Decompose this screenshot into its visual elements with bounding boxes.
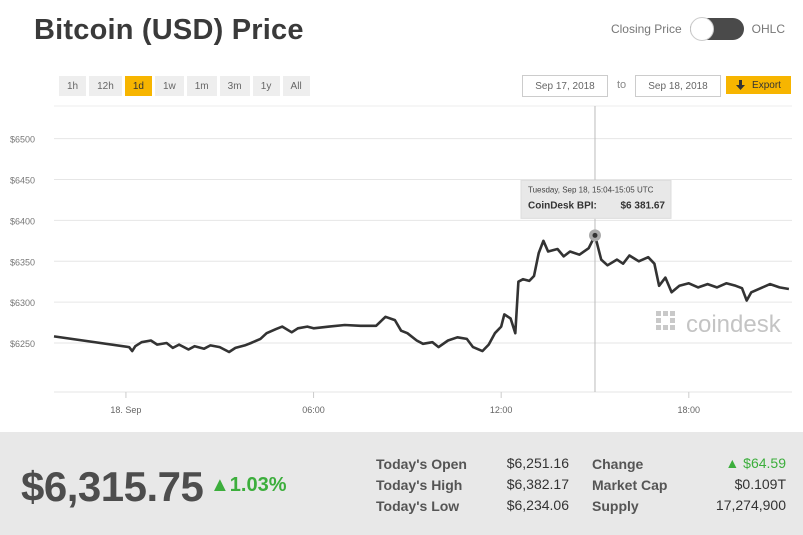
todays-open-value: $6,251.16 xyxy=(506,455,569,471)
closing-price-label: Closing Price xyxy=(610,22,682,36)
y-tick-label: $6450 xyxy=(10,176,35,186)
tooltip: Tuesday, Sep 18, 15:04-15:05 UTC CoinDes… xyxy=(520,179,672,219)
market-cap-label: Market Cap xyxy=(592,477,668,493)
tooltip-time: Tuesday, Sep 18, 15:04-15:05 UTC xyxy=(528,185,654,194)
date-to-label: to xyxy=(617,79,627,91)
range-button-1y[interactable]: 1y xyxy=(252,76,280,96)
change-up-arrow-icon: ▲ xyxy=(725,455,744,471)
hover-point-center xyxy=(592,232,598,238)
coindesk-logo-icon xyxy=(656,311,675,330)
watermark-text: coindesk xyxy=(686,311,782,338)
y-tick-label: $6400 xyxy=(10,216,35,226)
todays-low-label: Today's Low xyxy=(376,498,460,514)
supply-label: Supply xyxy=(592,498,639,514)
range-button-1h[interactable]: 1h xyxy=(59,76,87,96)
ohlc-label: OHLC xyxy=(751,22,785,36)
y-tick-label: $6250 xyxy=(10,339,35,349)
change-percent: ▲1.03% xyxy=(210,474,287,497)
x-tick-label: 18:00 xyxy=(678,405,701,415)
export-label: Export xyxy=(752,79,781,91)
todays-high-value: $6,382.17 xyxy=(506,476,569,492)
supply-value: 17,274,900 xyxy=(715,497,786,513)
toggle-switch[interactable] xyxy=(689,17,744,41)
range-button-1w[interactable]: 1w xyxy=(154,76,184,96)
tooltip-label: CoinDesk BPI: xyxy=(528,200,597,211)
todays-low-value: $6,234.06 xyxy=(506,497,569,513)
download-arrow-icon xyxy=(736,80,746,90)
change-percent-value: 1.03% xyxy=(229,474,287,496)
range-button-1m[interactable]: 1m xyxy=(186,76,217,96)
todays-open-label: Today's Open xyxy=(376,456,467,472)
tooltip-value: $6 381.67 xyxy=(620,200,665,211)
todays-high-label: Today's High xyxy=(376,477,463,493)
change-amount: $64.59 xyxy=(743,455,786,471)
x-tick-label: 12:00 xyxy=(490,405,513,415)
range-button-All[interactable]: All xyxy=(282,76,310,96)
price-type-toggle: Closing Price OHLC xyxy=(610,17,785,41)
range-button-1d[interactable]: 1d xyxy=(124,76,152,96)
x-tick-label: 06:00 xyxy=(302,405,325,415)
range-button-3m[interactable]: 3m xyxy=(219,76,250,96)
coindesk-watermark: coindesk xyxy=(656,311,782,338)
y-tick-label: $6500 xyxy=(10,135,35,145)
y-tick-label: $6300 xyxy=(10,298,35,308)
range-button-12h[interactable]: 12h xyxy=(89,76,122,96)
change-label: Change xyxy=(592,456,644,472)
export-button[interactable]: Export xyxy=(726,76,791,94)
date-from-input[interactable]: Sep 17, 2018 xyxy=(522,75,608,97)
price-summary-panel xyxy=(0,432,803,535)
page-title: Bitcoin (USD) Price xyxy=(34,14,304,46)
y-tick-label: $6350 xyxy=(10,257,35,267)
toggle-knob[interactable] xyxy=(689,17,714,41)
x-tick-label: 18. Sep xyxy=(110,405,141,415)
price-chart[interactable]: $6250 $6300 $6350 $6400 $6450 $6500 18. Sep 06… xyxy=(0,100,803,430)
market-cap-value: $0.109T xyxy=(734,476,786,492)
up-arrow-icon: ▲ xyxy=(210,474,230,496)
range-selector: 1h 12h 1d 1w 1m 3m 1y All xyxy=(59,76,310,96)
date-to-input[interactable]: Sep 18, 2018 xyxy=(635,75,721,97)
price-series-line[interactable] xyxy=(53,234,790,354)
change-value: ▲ $64.59 xyxy=(680,455,786,471)
current-price: $6,315.75 xyxy=(21,463,204,510)
